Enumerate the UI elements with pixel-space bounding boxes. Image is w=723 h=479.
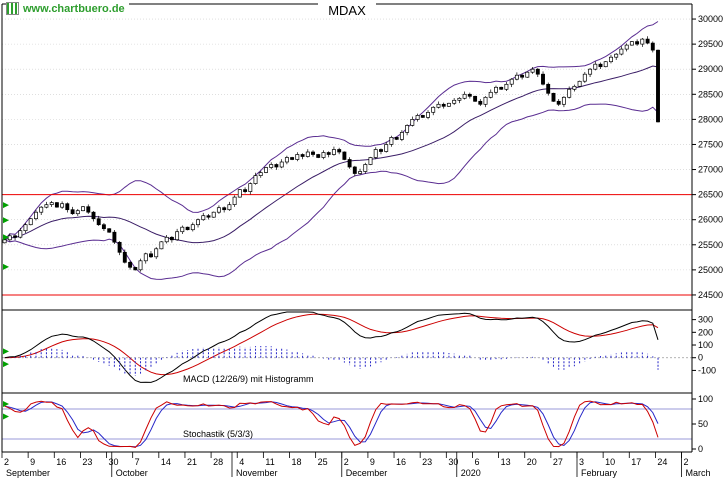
x-axis-week-label: 6 — [474, 457, 479, 467]
bollinger-bands — [4, 21, 659, 280]
x-axis-week-label: 18 — [292, 457, 302, 467]
support-resistance-lines — [2, 194, 692, 296]
x-axis-week-label: 9 — [30, 457, 35, 467]
y-axis-tick-label: 27000 — [698, 165, 723, 175]
main-gridlines — [2, 18, 692, 296]
x-axis-week-label: 30 — [109, 457, 119, 467]
x-axis-month-label: October — [116, 468, 148, 478]
x-axis-week-label: 4 — [239, 457, 244, 467]
x-axis-week-label: 25 — [318, 457, 328, 467]
y-axis-tick-label: 100 — [698, 340, 713, 350]
chartbuero-logo-icon — [6, 2, 19, 15]
x-axis-week-label: 21 — [187, 457, 197, 467]
series-start-marker-icon — [3, 361, 9, 368]
x-axis-week-label: 2 — [344, 457, 349, 467]
stochastic-d-line — [4, 401, 659, 448]
y-axis-tick-label: 100 — [698, 394, 713, 404]
y-axis-tick-label: 28500 — [698, 89, 723, 99]
x-axis-week-label: 7 — [135, 457, 140, 467]
bollinger-middle-line — [4, 65, 659, 244]
watermark: www.chartbuero.de — [6, 2, 129, 15]
series-start-marker-icon — [3, 202, 9, 209]
x-axis-week-label: 16 — [56, 457, 66, 467]
x-axis-week-label: 2 — [684, 457, 689, 467]
macd-line — [4, 311, 659, 383]
candlestick-series — [2, 36, 660, 272]
x-axis-week-label: 3 — [579, 457, 584, 467]
stochastic-k-line — [4, 400, 659, 448]
x-axis-week-label: 24 — [657, 457, 667, 467]
x-axis-month-label: December — [346, 468, 388, 478]
x-axis-week-label: 23 — [422, 457, 432, 467]
y-axis-tick-label: 300 — [698, 315, 713, 325]
y-axis-labels: 3000029500290002850028000275002700026500… — [692, 14, 723, 454]
x-axis-month-label: March — [686, 468, 711, 478]
stochastic-panel — [2, 400, 692, 448]
x-axis-month-label: November — [236, 468, 278, 478]
y-axis-tick-label: 200 — [698, 327, 713, 337]
x-axis-week-label: 2 — [4, 457, 9, 467]
y-axis-tick-label: 0 — [698, 353, 703, 363]
series-start-marker-icon — [3, 401, 9, 407]
bollinger-upper-line — [4, 21, 659, 241]
y-axis-tick-label: -100 — [698, 365, 716, 375]
y-axis-tick-label: 28000 — [698, 114, 723, 124]
x-axis-week-label: 10 — [605, 457, 615, 467]
watermark-text: www.chartbuero.de — [23, 2, 125, 15]
x-axis-month-label: September — [6, 468, 50, 478]
y-axis-tick-label: 0 — [698, 444, 703, 454]
y-axis-tick-label: 26500 — [698, 190, 723, 200]
y-axis-tick-label: 29500 — [698, 39, 723, 49]
x-axis-week-label: 13 — [501, 457, 511, 467]
series-start-marker-icon — [3, 348, 9, 355]
x-axis-week-label: 9 — [370, 457, 375, 467]
bollinger-lower-line — [4, 103, 659, 280]
y-axis-tick-label: 25500 — [698, 240, 723, 250]
y-axis-tick-label: 27500 — [698, 139, 723, 149]
y-axis-tick-label: 29000 — [698, 64, 723, 74]
x-axis-week-label: 23 — [82, 457, 92, 467]
x-axis-month-label: February — [581, 468, 618, 478]
macd-label: MACD (12/26/9) mit Histogramm — [183, 374, 314, 384]
x-axis-week-label: 17 — [631, 457, 641, 467]
y-axis-tick-label: 24500 — [698, 290, 723, 300]
series-start-marker-icon — [3, 234, 9, 241]
macd-panel — [2, 311, 692, 383]
x-axis-month-label: 2020 — [461, 468, 481, 478]
x-axis-week-label: 27 — [553, 457, 563, 467]
x-axis-week-label: 11 — [265, 457, 274, 467]
y-axis-tick-label: 26000 — [698, 215, 723, 225]
stoch-label: Stochastik (5/3/3) — [183, 429, 254, 439]
macd-histogram — [9, 345, 659, 376]
series-start-marker-icon — [3, 413, 9, 420]
macd-signal-line — [4, 313, 659, 376]
y-axis-tick-label: 25000 — [698, 265, 723, 275]
x-axis-week-label: 28 — [213, 457, 223, 467]
series-start-markers — [3, 202, 9, 420]
x-axis-week-label: 14 — [161, 457, 171, 467]
x-axis-week-label: 30 — [448, 457, 458, 467]
series-start-marker-icon — [3, 263, 9, 270]
series-start-marker-icon — [3, 217, 9, 224]
x-axis-week-label: 20 — [527, 457, 537, 467]
x-axis-labels: 2 9 16 23 30 7 14 21 28 4 11 18 25 2 9 16 23 30 6 13 20 27 3 10… — [1, 452, 711, 478]
y-axis-tick-label: 30000 — [698, 14, 723, 24]
x-axis-week-label: 16 — [396, 457, 406, 467]
y-axis-tick-label: 50 — [698, 419, 708, 429]
